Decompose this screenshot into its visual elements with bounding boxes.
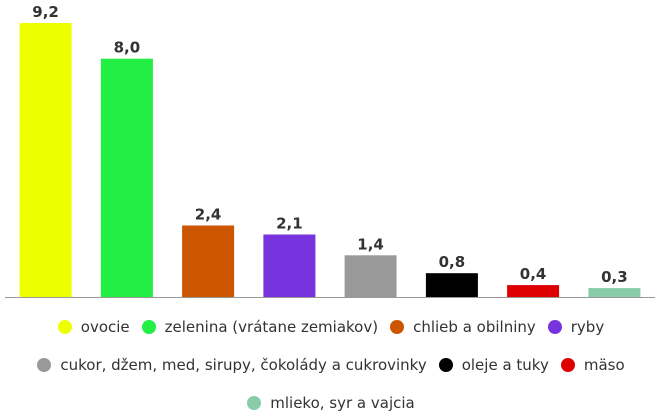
legend-row-2: cukor, džem, med, sirupy, čokolády a cuk…	[0, 356, 662, 374]
bar-oleje-a-tuky	[425, 273, 478, 297]
data-label-cukor-dzem-med-sirupy-cokolady-a-cukrovinky: 1,4	[357, 235, 384, 253]
data-label-chlieb-a-obilniny: 2,4	[195, 206, 222, 224]
data-label-ovocie: 9,2	[32, 3, 59, 21]
legend-swatch	[141, 320, 156, 334]
bar-ovocie	[19, 23, 72, 297]
legend-label: mlieko, syr a vajcia	[270, 394, 415, 412]
data-label-zelenina-vratane-zemiakov: 8,0	[114, 39, 141, 57]
legend-item-maso: mäso	[560, 356, 625, 374]
legend-label: ryby	[570, 318, 605, 336]
legend-item-oleje: oleje a tuky	[438, 356, 549, 374]
bar-maso	[507, 285, 560, 297]
data-label-ryby: 2,1	[276, 215, 303, 233]
legend-item-mlieko: mlieko, syr a vajcia	[247, 394, 415, 412]
legend-item-cukor: cukor, džem, med, sirupy, čokolády a cuk…	[37, 356, 427, 374]
data-label-oleje-a-tuky: 0,8	[439, 253, 466, 271]
legend-row-3: mlieko, syr a vajcia	[0, 394, 662, 412]
legend-item-zelenina: zelenina (vrátane zemiakov)	[141, 318, 379, 336]
legend-label: cukor, džem, med, sirupy, čokolády a cuk…	[60, 356, 427, 374]
data-label-maso: 0,4	[520, 265, 547, 283]
legend-label: zelenina (vrátane zemiakov)	[164, 318, 379, 336]
legend-swatch	[560, 358, 575, 372]
legend-item-chlieb: chlieb a obilniny	[390, 318, 536, 336]
legend-swatch	[247, 396, 262, 410]
bar-cukor-dzem-med-sirupy-cokolady-a-cukrovinky	[344, 255, 397, 297]
bar-plot: 9,2 8,0 2,4 2,1 1,4 0,8 0,4 0,3	[5, 3, 655, 298]
bar-chlieb-a-obilniny	[182, 225, 235, 297]
legend-label: ovocie	[80, 318, 130, 336]
legend-swatch	[547, 320, 562, 334]
legend-swatch	[37, 358, 52, 372]
legend-row-1: ovocie zelenina (vrátane zemiakov) chlie…	[0, 318, 662, 336]
bar-mlieko-syr-a-vajcia	[588, 288, 641, 297]
legend-swatch	[438, 358, 453, 372]
legend-label: oleje a tuky	[461, 356, 549, 374]
bar-ryby	[263, 234, 316, 297]
legend-item-ryby: ryby	[547, 318, 605, 336]
legend-swatch	[390, 320, 405, 334]
legend-label: chlieb a obilniny	[413, 318, 536, 336]
legend-label: mäso	[583, 356, 625, 374]
legend-swatch	[57, 320, 72, 334]
bar-zelenina-vratane-zemiakov	[100, 58, 153, 298]
legend-item-ovocie: ovocie	[57, 318, 130, 336]
data-label-mlieko-syr-a-vajcia: 0,3	[601, 268, 628, 286]
